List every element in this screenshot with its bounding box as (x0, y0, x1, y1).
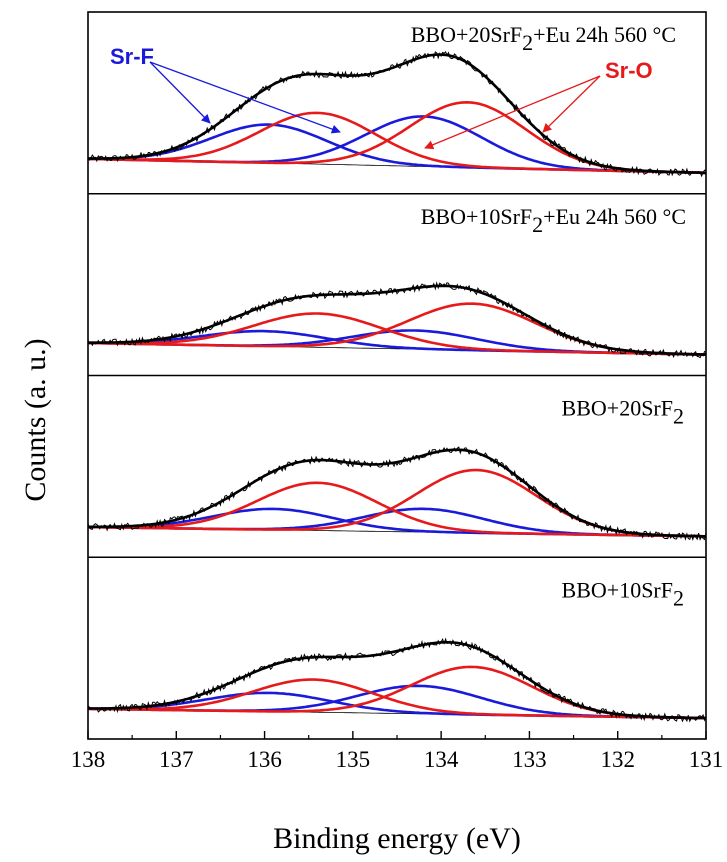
x-axis-title: Binding energy (eV) (273, 822, 521, 855)
sr-o-peak-1 (88, 111, 706, 175)
x-tick-label: 136 (247, 747, 282, 772)
panel-label-2: BBO+10SrF2+Eu 24h 560 °C (421, 204, 686, 237)
fit-envelope (88, 640, 707, 720)
panels-group: BBO+20SrF2+Eu 24h 560 °C BBO+10SrF2+Eu 24… (87, 22, 707, 723)
sr-f-annotation: Sr-F (110, 44, 154, 69)
panel-1: BBO+20SrF2+Eu 24h 560 °C (87, 22, 707, 178)
sr-o-arrow-1 (424, 75, 601, 150)
sr-o-peak-2 (87, 468, 706, 538)
x-tick-label: 131 (689, 747, 724, 772)
sr-o-annotation: Sr-O (605, 58, 653, 83)
panel-2: BBO+10SrF2+Eu 24h 560 °C (87, 204, 707, 359)
raw-spectrum (87, 637, 707, 723)
panel-3: BBO+20SrF2 (87, 396, 707, 541)
x-tick-label: 132 (600, 747, 635, 772)
fit-envelope (88, 448, 706, 538)
panel-label-3: BBO+20SrF2 (562, 396, 684, 429)
sr-o-peak-1 (88, 481, 706, 538)
fit-envelope (88, 284, 706, 356)
sr-o-arrow-2 (542, 75, 601, 133)
x-tick-label: 134 (424, 747, 459, 772)
panel-label-4: BBO+10SrF2 (562, 577, 684, 610)
panel-label-1: BBO+20SrF2+Eu 24h 560 °C (411, 22, 676, 55)
sr-f-arrow-2 (149, 61, 341, 134)
panel-4: BBO+10SrF2 (87, 577, 707, 723)
sr-f-arrow-1 (149, 61, 211, 124)
y-axis-title: Counts (a. u.) (19, 338, 52, 501)
x-tick-label: 133 (512, 747, 547, 772)
x-axis: 138 137 136 135 134 133 132 131 (71, 731, 724, 772)
sr-o-peak-1 (88, 678, 706, 720)
fit-envelope (88, 53, 706, 175)
component-annotations: Sr-F Sr-O (110, 44, 653, 150)
x-tick-label: 138 (71, 747, 106, 772)
sr-o-peak-1 (87, 312, 706, 356)
x-tick-label: 135 (336, 747, 371, 772)
x-tick-label: 137 (159, 747, 194, 772)
